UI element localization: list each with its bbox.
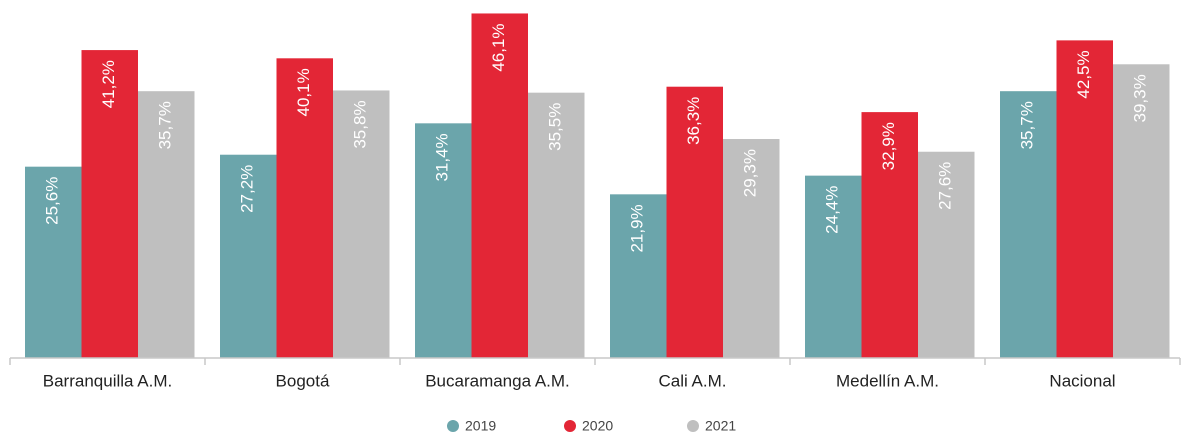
- value-label: 31,4%: [433, 133, 452, 181]
- bar: [276, 58, 333, 358]
- bar: [138, 91, 195, 358]
- legend-marker: [447, 420, 459, 432]
- legend-marker: [564, 420, 576, 432]
- x-tick-label: Nacional: [1049, 371, 1115, 390]
- x-tick-label: Medellín A.M.: [836, 371, 939, 390]
- bar: [610, 194, 667, 358]
- bar: [81, 50, 138, 359]
- legend-label: 2020: [582, 418, 613, 434]
- bar: [471, 13, 528, 358]
- bar: [220, 154, 277, 358]
- bar: [666, 86, 723, 358]
- value-label: 35,7%: [156, 101, 175, 149]
- value-label: 25,6%: [43, 177, 62, 225]
- value-label: 36,3%: [684, 97, 703, 145]
- value-label: 35,8%: [351, 100, 370, 148]
- value-label: 29,3%: [741, 149, 760, 197]
- bar: [805, 175, 862, 358]
- legend-label: 2019: [465, 418, 496, 434]
- value-label: 35,5%: [546, 103, 565, 151]
- bar: [1056, 40, 1113, 359]
- value-label: 35,7%: [1018, 101, 1037, 149]
- value-label: 27,6%: [936, 162, 955, 210]
- legend-marker: [687, 420, 699, 432]
- legend-label: 2021: [705, 418, 736, 434]
- value-label: 41,2%: [99, 60, 118, 108]
- bar: [1113, 64, 1170, 358]
- bar: [918, 151, 975, 358]
- x-tick-label: Barranquilla A.M.: [43, 371, 172, 390]
- bar: [415, 123, 472, 358]
- value-label: 27,2%: [238, 165, 257, 213]
- x-tick-label: Bucaramanga A.M.: [425, 371, 570, 390]
- value-label: 39,3%: [1131, 74, 1150, 122]
- value-label: 24,4%: [823, 186, 842, 234]
- bar: [25, 166, 82, 358]
- x-tick-label: Bogotá: [276, 371, 330, 390]
- bar: [723, 139, 780, 358]
- bar: [861, 112, 918, 359]
- x-tick-label: Cali A.M.: [658, 371, 726, 390]
- bar: [1000, 91, 1057, 358]
- value-label: 46,1%: [489, 23, 508, 71]
- bar: [333, 90, 390, 358]
- value-label: 32,9%: [879, 122, 898, 170]
- value-label: 40,1%: [294, 68, 313, 116]
- value-label: 42,5%: [1074, 50, 1093, 98]
- value-label: 21,9%: [628, 204, 647, 252]
- bar: [528, 92, 585, 359]
